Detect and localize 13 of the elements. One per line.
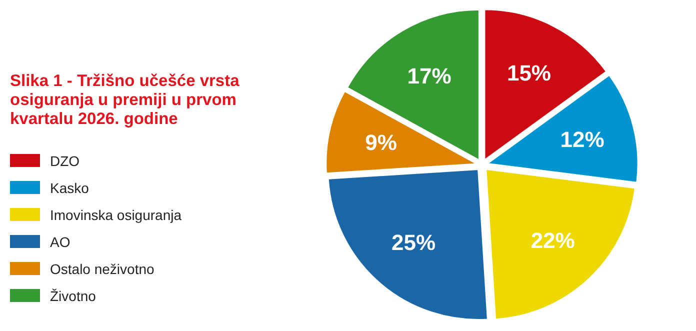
data-label: 17% — [407, 63, 452, 88]
legend-label: DZO — [50, 153, 80, 169]
legend-label: Imovinska osiguranja — [50, 207, 182, 223]
data-label: 25% — [392, 230, 436, 256]
data-label: 9% — [365, 130, 397, 155]
data-label: 12% — [560, 126, 604, 152]
legend-label: AO — [50, 234, 70, 250]
legend-label: Životno — [50, 288, 96, 304]
text: Slika 1 - Tržišno učešće vrsta osiguranja u premiji u prvom kvartalu 2026. godine — [10, 72, 240, 128]
data-label: 15% — [506, 60, 552, 86]
data-label: 22% — [530, 228, 575, 253]
legend-label: Ostalo neživotno — [50, 261, 154, 277]
legend-label: Kasko — [50, 180, 90, 196]
